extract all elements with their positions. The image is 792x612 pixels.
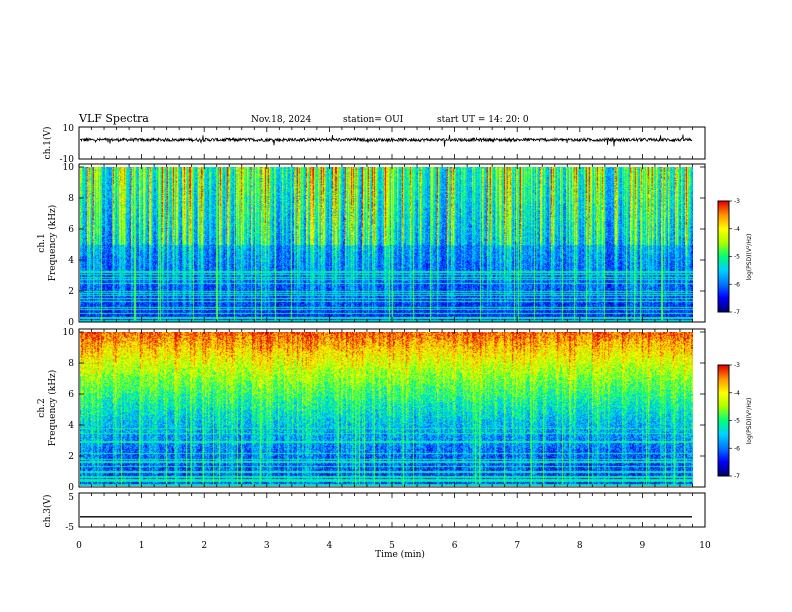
ch3-waveform-ylabel: ch.3(V) [42,495,53,528]
ch1s-ytick-label: 0 [68,318,74,328]
x-tick-label: 8 [577,541,583,551]
ch2s-ytick-label: 4 [68,421,74,431]
ch2s-ytick-label: 6 [68,390,74,400]
ch3-ytick-top: 5 [68,493,74,503]
ch3-ytick-bottom: -5 [65,523,74,533]
ch3-waveform-frame [78,492,706,528]
colorbar-tick-label: -5 [734,418,740,425]
ch1s-ytick-label: 4 [68,256,74,266]
start-time-label: start UT = 14: 20: 0 [437,115,529,125]
ch1-colorbar-label: log(PSD)(V²/Hz) [746,234,753,281]
ch1s-ytick-label: 6 [68,225,74,235]
x-tick-label: 5 [389,541,395,551]
x-tick-labels: 0 1 2 3 4 5 6 7 8 9 10 [76,541,711,551]
x-tick-label: 4 [327,541,333,551]
ch2s-ytick-label: 10 [63,328,75,338]
colorbar-tick-label: -6 [734,445,740,452]
ch2-spectrogram-panel: 0 2 4 6 8 10 ch.2 Frequency (kHz) [37,328,706,493]
ch1-spectrogram-ylabel-channel: ch.1 [37,233,47,252]
ch1-waveform-ylabel: ch.1(V) [42,127,53,160]
colorbar-tick-label: -4 [734,390,740,397]
ch2-spectrogram-ylabel-channel: ch.2 [37,398,47,417]
ch2s-ytick-label: 2 [68,452,74,462]
ch1s-ytick-label: 2 [68,287,74,297]
x-tick-label: 3 [264,541,270,551]
ch1-spectrogram-ylabel-frequency: Frequency (kHz) [47,205,58,282]
ch1s-ytick-label: 8 [68,194,74,204]
colorbar-tick-label: -4 [734,226,740,233]
x-tick-label: 1 [139,541,145,551]
x-tick-label: 0 [76,541,82,551]
colorbar-tick-label: -3 [734,198,740,205]
x-tick-label: 7 [514,541,520,551]
ch2s-ytick-label: 0 [68,483,74,493]
ch1-waveform-line [79,134,693,147]
station-label: station= OUI [343,115,404,125]
colorbar-tick-label: -3 [734,362,740,369]
ch2s-ytick-label: 8 [68,359,74,369]
colorbar-tick-label: -5 [734,254,740,261]
ch1-colorbar-image [718,201,729,312]
ch2-colorbar: -3 -4 -5 -6 -7 log(PSD)(V²/Hz) [717,362,753,480]
date-label: Nov.18, 2024 [251,115,312,125]
ch2-colorbar-label: log(PSD)(V²/Hz) [746,398,753,445]
colorbar-tick-label: -7 [734,309,740,316]
x-tick-label: 10 [699,541,711,551]
ch2-colorbar-image [718,365,729,476]
ch1-ytick-top: 10 [63,124,75,134]
x-tick-label: 6 [452,541,458,551]
ch1s-ytick-label: 10 [63,163,75,173]
x-tick-label: 2 [201,541,207,551]
colorbar-tick-label: -7 [734,473,740,480]
x-tick-label: 9 [640,541,646,551]
ch2-spectrogram-ylabel-frequency: Frequency (kHz) [47,370,58,447]
ch2-spectrogram-image [80,332,693,486]
colorbar-tick-label: -6 [734,281,740,288]
ch1-spectrogram-image [80,167,693,322]
x-axis-label: Time (min) [375,549,425,560]
ch1-colorbar: -3 -4 -5 -6 -7 log(PSD)(V²/Hz) [717,198,753,316]
figure-title: VLF Spectra [78,112,149,125]
ch1-ytick-bottom: -10 [60,155,75,165]
x-ticks [78,127,706,527]
ch1-spectrogram-panel: 0 2 4 6 8 10 ch.1 Frequency (kHz) [37,163,706,328]
